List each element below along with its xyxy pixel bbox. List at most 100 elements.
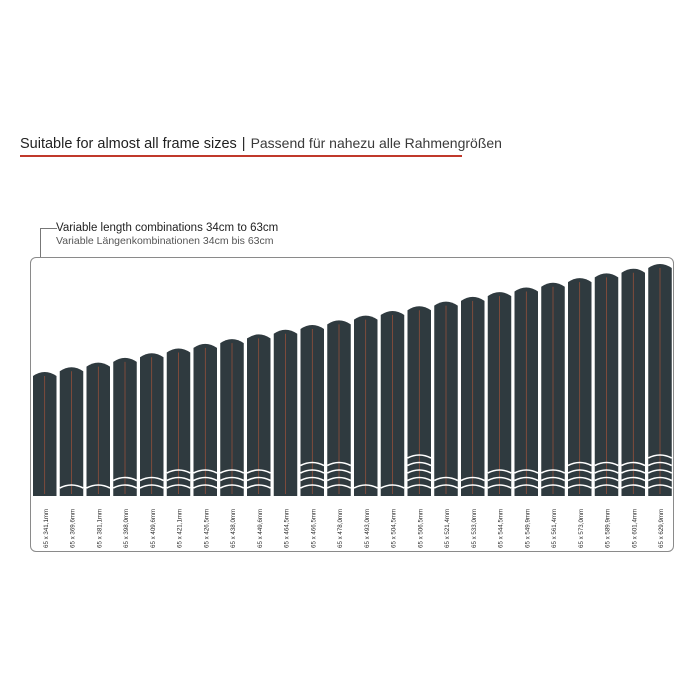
strip-segment-mark xyxy=(514,476,539,482)
page-heading: Suitable for almost all frame sizes | Pass… xyxy=(20,135,502,153)
strip-size-label: 65 x 464,5mm xyxy=(284,509,291,548)
strip-segment-mark xyxy=(219,476,245,482)
heading-underline xyxy=(20,155,462,157)
strip-segment-mark xyxy=(300,461,325,467)
strip-segment-mark xyxy=(166,484,191,489)
strip-segment-mark xyxy=(326,469,352,474)
heading-separator: | xyxy=(241,136,246,152)
strip-size-label: 65 x 369,6mm xyxy=(70,509,77,548)
strip: 65 x 544,5mm xyxy=(487,292,512,548)
strip-size-label: 65 x 533,0mm xyxy=(471,509,478,548)
strip-segment-mark xyxy=(139,484,164,489)
strip-segment-mark xyxy=(407,461,432,467)
strip-size-label: 65 x 381,1mm xyxy=(96,509,103,548)
strip-segment-mark xyxy=(514,469,539,474)
strip-segment-mark xyxy=(647,454,673,459)
strip-size-label: 65 x 493,0mm xyxy=(364,509,371,548)
strip-segment-mark xyxy=(540,469,566,474)
strip: 65 x 466,5mm xyxy=(300,325,325,548)
subheading-english: Variable length combinations 34cm to 63c… xyxy=(56,222,279,234)
strip-size-label: 65 x 506,5mm xyxy=(417,509,424,548)
strip-segment-mark xyxy=(219,469,245,474)
strip-size-label: 65 x 629,9mm xyxy=(658,509,665,548)
strip-segment-mark xyxy=(487,484,512,489)
strip-segment-mark xyxy=(166,476,191,482)
strip: 65 x 438,0mm xyxy=(219,339,245,548)
strip-segment-mark xyxy=(567,484,592,489)
strip: 65 x 341,1mm xyxy=(33,372,57,548)
strip-segment-mark xyxy=(246,469,271,474)
strip-size-label: 65 x 589,9mm xyxy=(605,509,612,548)
strip: 65 x 573,0mm xyxy=(567,278,592,548)
strip-segment-mark xyxy=(380,484,405,489)
strip-size-label: 65 x 409,6mm xyxy=(150,509,157,548)
strip-segment-mark xyxy=(647,469,673,474)
strip-segment-mark xyxy=(433,476,459,482)
strip: 65 x 521,4mm xyxy=(433,301,459,548)
strip: 65 x 493,0mm xyxy=(353,315,378,548)
strip-size-label: 65 x 544,5mm xyxy=(498,509,505,548)
strip: 65 x 629,9mm xyxy=(647,264,673,548)
subheading: Variable length combinations 34cm to 63c… xyxy=(56,221,278,248)
strip-segment-mark xyxy=(326,461,352,467)
strip-segment-mark xyxy=(621,476,646,482)
strips-frame xyxy=(30,257,674,552)
strip-segment-mark xyxy=(112,484,138,489)
strip-segment-mark xyxy=(460,476,485,482)
strip-size-label: 65 x 573,0mm xyxy=(578,509,585,548)
strip-segment-mark xyxy=(246,484,271,489)
strip-segment-mark xyxy=(647,476,673,482)
strip-segment-mark xyxy=(647,461,673,467)
strip-segment-mark xyxy=(540,476,566,482)
strip-segment-mark xyxy=(407,476,432,482)
strip: 65 x 449,6mm xyxy=(246,334,271,548)
strip-segment-mark xyxy=(326,484,352,489)
strip-segment-mark xyxy=(594,484,619,489)
strip-segment-mark xyxy=(567,461,592,467)
strip-segment-mark xyxy=(193,484,218,489)
heading-german: Passend für nahezu alle Rahmengrößen xyxy=(250,135,502,151)
strip-segment-mark xyxy=(407,484,432,489)
strip-size-label: 65 x 421,1mm xyxy=(177,509,184,548)
strip-segment-mark xyxy=(647,484,673,489)
strip: 65 x 561,4mm xyxy=(540,282,566,548)
strip-segment-mark xyxy=(300,469,325,474)
strip-segment-mark xyxy=(326,476,352,482)
strip: 65 x 426,5mm xyxy=(193,343,218,548)
strip-segment-mark xyxy=(594,469,619,474)
strip: 65 x 421,1mm xyxy=(166,348,191,548)
strip-size-label: 65 x 438,0mm xyxy=(230,509,237,548)
strip-segment-mark xyxy=(540,484,566,489)
strip-size-label: 65 x 521,4mm xyxy=(444,509,451,548)
strip-size-label: 65 x 398,0mm xyxy=(123,509,130,548)
strip-segment-mark xyxy=(193,476,218,482)
strip-segment-mark xyxy=(112,476,138,482)
strip: 65 x 533,0mm xyxy=(460,296,485,548)
strip: 65 x 381,1mm xyxy=(86,362,111,548)
strip-segment-mark xyxy=(139,476,164,482)
strip-segment-mark xyxy=(300,484,325,489)
strip-segment-mark xyxy=(487,469,512,474)
strip: 65 x 506,5mm xyxy=(407,306,432,548)
strip-segment-mark xyxy=(59,484,84,489)
subheading-bracket xyxy=(40,228,57,257)
strip-segment-mark xyxy=(514,484,539,489)
strip: 65 x 398,0mm xyxy=(112,357,138,548)
strip: 65 x 589,9mm xyxy=(594,273,619,548)
strip-segment-mark xyxy=(407,454,432,459)
strip-segment-mark xyxy=(353,484,378,489)
strip-size-label: 65 x 549,9mm xyxy=(524,509,531,548)
strip-size-label: 65 x 504,5mm xyxy=(391,509,398,548)
strip: 65 x 369,6mm xyxy=(59,367,84,548)
strip-segment-mark xyxy=(433,484,459,489)
strip: 65 x 464,5mm xyxy=(273,329,298,548)
strip-size-label: 65 x 341,1mm xyxy=(43,509,50,548)
strip-segment-mark xyxy=(219,484,245,489)
strip: 65 x 504,5mm xyxy=(380,310,405,548)
strip-segment-mark xyxy=(487,476,512,482)
strip-segment-mark xyxy=(567,469,592,474)
strip: 65 x 549,9mm xyxy=(514,287,539,548)
strip-segment-mark xyxy=(86,484,111,489)
strip-segment-mark xyxy=(193,469,218,474)
